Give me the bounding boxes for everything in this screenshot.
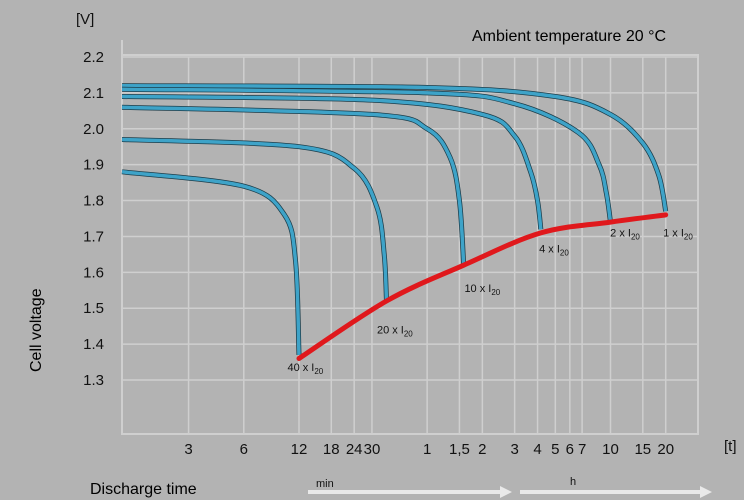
y-tick-label: 2.2 — [83, 49, 104, 66]
y-tick-label: 1.8 — [83, 193, 104, 210]
y-axis-title: Cell voltage — [28, 288, 45, 372]
series-line-3 — [121, 94, 543, 230]
y-unit: [V] — [76, 11, 94, 28]
series-line-4 — [121, 105, 466, 266]
y-tick-label: 1.4 — [83, 336, 104, 353]
x-tick-label: 24 — [346, 441, 363, 458]
x-tick-label: 20 — [657, 441, 674, 458]
x-axis-title: Discharge time — [90, 481, 197, 498]
x-tick-label: 10 — [602, 441, 619, 458]
curve-labels: 1 x I20 2 x I20 4 x I20 10 x I20 20 x I20 40 … — [287, 227, 693, 376]
cutoff-voltage-line — [296, 212, 669, 361]
series-label: 1 x I20 — [663, 227, 693, 241]
x-unit-minutes: min — [316, 478, 334, 490]
y-tick-label: 2.1 — [83, 85, 104, 102]
grid — [121, 40, 699, 435]
series-line-6 — [121, 170, 301, 355]
x-tick-label: 6 — [240, 441, 248, 458]
ambient-temperature-annotation: Ambient temperature 20 °C — [472, 28, 666, 45]
x-unit: [t] — [724, 438, 737, 455]
x-tick-label: 2 — [478, 441, 486, 458]
series-label: 2 x I20 — [610, 227, 640, 241]
x-axis: 3 6 12 18 24 30 1 1,5 2 3 4 5 6 7 10 15 20 — [184, 441, 674, 458]
x-tick-label: 30 — [364, 441, 381, 458]
x-tick-label: 3 — [510, 441, 518, 458]
x-tick-label: 12 — [291, 441, 308, 458]
y-tick-label: 1.9 — [83, 157, 104, 174]
series-line-5 — [121, 137, 389, 302]
series-line-2 — [121, 87, 613, 223]
series-label: 10 x I20 — [464, 283, 500, 297]
x-tick-label: 1,5 — [449, 441, 470, 458]
x-tick-label: 3 — [184, 441, 192, 458]
y-tick-label: 1.6 — [83, 264, 104, 281]
y-tick-label: 1.3 — [83, 372, 104, 389]
y-tick-label: 1.7 — [83, 228, 104, 245]
x-tick-label: 5 — [551, 441, 559, 458]
x-tick-label: 7 — [578, 441, 586, 458]
x-tick-label: 1 — [423, 441, 431, 458]
x-unit-hours: h — [570, 476, 576, 488]
x-tick-label: 18 — [323, 441, 340, 458]
series-label: 20 x I20 — [377, 324, 413, 338]
x-tick-label: 6 — [566, 441, 574, 458]
x-tick-label: 4 — [533, 441, 541, 458]
x-tick-label: 15 — [634, 441, 651, 458]
curves — [121, 83, 669, 361]
time-arrow — [308, 486, 712, 498]
series-label: 4 x I20 — [539, 244, 569, 258]
series-line-1 — [121, 83, 668, 212]
y-tick-label: 1.5 — [83, 300, 104, 317]
y-tick-label: 2.0 — [83, 121, 104, 138]
series-label: 40 x I20 — [287, 362, 323, 376]
y-axis: 2.2 2.1 2.0 1.9 1.8 1.7 1.6 1.5 1.4 1.3 — [83, 49, 104, 389]
